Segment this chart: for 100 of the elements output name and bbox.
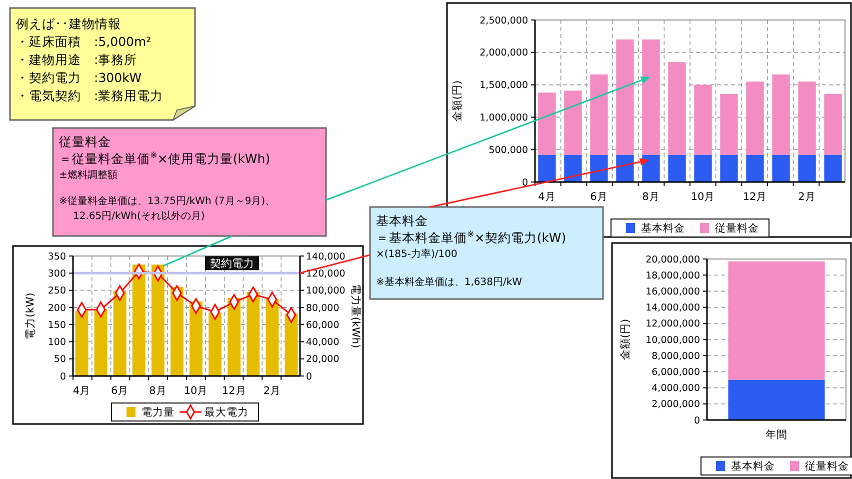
text: 基本料金: [376, 213, 428, 228]
x-tick-label: 2月: [798, 191, 816, 203]
x-tick-label: 12月: [222, 385, 246, 397]
y-tick-label: 16,000,000: [646, 286, 700, 298]
y-tick-label: 0: [60, 371, 66, 382]
y-tick-label: 0: [522, 177, 528, 188]
bar: [746, 82, 764, 155]
bar: [694, 84, 712, 155]
bar: [246, 292, 260, 376]
y-tick-label: 2,000,000: [480, 48, 528, 59]
y-tick-label: 4,000,000: [652, 383, 700, 394]
bar: [538, 154, 556, 182]
y-tick-label: 0: [694, 415, 700, 426]
bar: [694, 154, 712, 182]
bar: [642, 154, 660, 182]
bar: [668, 154, 686, 182]
x-tick-label: 6月: [590, 191, 608, 203]
text: 従量料金: [59, 134, 111, 149]
y-axis-title: 金額(円): [618, 318, 632, 360]
y2-tick-label: 0: [306, 371, 312, 382]
x-tick-label: 8月: [642, 191, 660, 203]
text: ※基本料金単価は、1,638円/kW: [376, 276, 522, 288]
y-tick-label: 12,000,000: [646, 318, 700, 330]
legend-label: 従量料金: [715, 222, 759, 235]
text: ＝基本料金単価$^{※}$×契約電力(kW): [376, 230, 566, 245]
bar: [228, 298, 241, 376]
y-tick-label: 250: [48, 286, 66, 297]
y-tick-label: 20,000,000: [646, 254, 700, 266]
x-tick-label: 8月: [149, 385, 167, 397]
y-tick-label: 10,000,000: [646, 334, 700, 346]
y2-tick-label: 40,000: [306, 337, 340, 348]
bar: [720, 94, 738, 155]
y-axis-title: 金額(円): [450, 80, 464, 122]
text: ・建物用途 :事務所: [16, 52, 138, 67]
y-tick-label: 2,500,000: [480, 15, 528, 26]
y2-tick-label: 100,000: [306, 286, 346, 297]
y-tick-label: 1,000,000: [480, 112, 528, 124]
bar: [132, 264, 146, 376]
y-tick-label: 14,000,000: [646, 302, 700, 314]
legend-label: 電力量: [142, 406, 174, 419]
text: ・延床面積 :5,000m²: [16, 34, 152, 49]
bar: [746, 154, 764, 182]
y-tick-label: 200: [48, 302, 66, 314]
y2-tick-label: 20,000: [306, 354, 340, 366]
legend-label: 基本料金: [731, 460, 775, 473]
bar: [824, 94, 842, 155]
bar: [75, 310, 88, 376]
text: 例えば･･建物情報: [16, 16, 121, 31]
bar: [668, 62, 686, 155]
y2-tick-label: 120,000: [306, 268, 346, 280]
y-tick-label: 500,000: [488, 144, 528, 156]
text: 12.65円/kWh(それ以外の月): [73, 210, 205, 222]
bar: [190, 301, 202, 376]
bar: [94, 309, 108, 376]
bar: [564, 154, 582, 182]
y-tick-label: 2,000,000: [652, 399, 700, 410]
x-tick-label: 2月: [263, 385, 282, 397]
y-tick-label: 1,500,000: [480, 80, 528, 92]
y-tick-label: 8,000,000: [652, 350, 700, 362]
x-tick-label: 12月: [742, 191, 768, 203]
bar: [208, 312, 222, 376]
x-tick-label: 10月: [690, 191, 716, 203]
y-axis-title: 電力(kW): [24, 292, 37, 340]
bar: [616, 154, 634, 182]
y-tick-label: 100: [48, 337, 66, 348]
y-tick-label: 50: [54, 354, 66, 366]
text: ・電気契約 :業務用電力: [16, 88, 164, 103]
bar: [113, 291, 126, 376]
y2-tick-label: 140,000: [306, 251, 346, 262]
bar: [798, 82, 816, 155]
bar: [590, 74, 608, 155]
bar: [590, 154, 608, 182]
legend-label: 従量料金: [805, 460, 849, 473]
bar: [798, 154, 816, 182]
text: ×(185-力率)/100: [376, 248, 458, 260]
y-tick-label: 18,000,000: [646, 270, 700, 282]
bar: [772, 74, 790, 155]
bar: [564, 90, 582, 155]
text: ＝従量料金単価$^{※}$×使用電力量(kWh): [59, 151, 270, 166]
ref-line-label: 契約電力: [210, 257, 254, 270]
bar: [720, 154, 738, 182]
y-tick-label: 350: [48, 251, 66, 262]
bar: [266, 298, 279, 376]
bar: [170, 286, 184, 376]
text: ±燃料調整額: [59, 169, 118, 181]
legend-label: 最大電力: [204, 406, 248, 419]
y-tick-label: 150: [48, 320, 66, 331]
bar: [538, 92, 556, 155]
legend-label: 基本料金: [641, 222, 685, 235]
bar: [151, 264, 164, 376]
bar: [642, 39, 660, 155]
bar: [824, 154, 842, 182]
y-tick-label: 6,000,000: [652, 367, 700, 378]
x-tick-label: 10月: [184, 385, 208, 397]
text: ・契約電力 :300kW: [16, 70, 142, 85]
x-tick-label: 6月: [111, 385, 129, 397]
x-tick-label: 年間: [766, 429, 788, 441]
x-tick-label: 4月: [72, 385, 91, 397]
y-tick-label: 300: [48, 268, 66, 280]
bar: [772, 154, 790, 182]
